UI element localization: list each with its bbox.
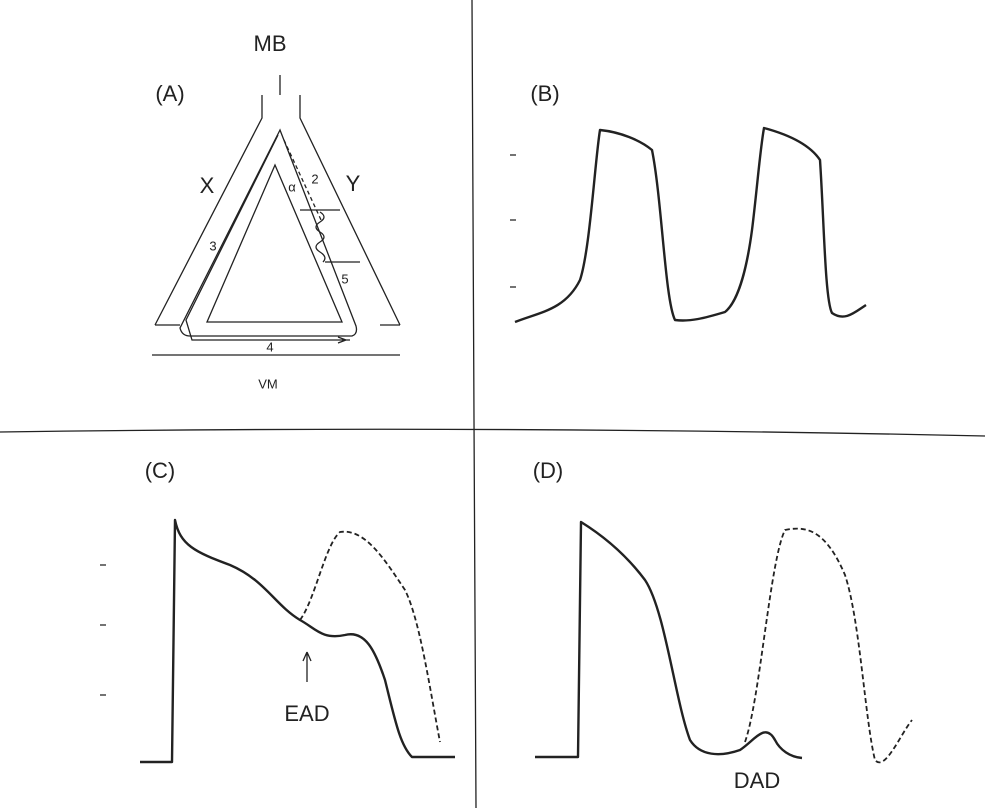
scale-ticks	[100, 565, 106, 695]
action-potential-trace	[515, 128, 866, 322]
top-label: MB	[254, 31, 287, 56]
panel-a: (A) MB X Y VM α 2 3 4 5	[152, 31, 400, 392]
horizontal-divider	[0, 429, 985, 436]
right-label: Y	[346, 171, 361, 196]
angle-label: α	[288, 179, 296, 194]
vertical-divider	[472, 0, 476, 808]
block-lines	[300, 210, 360, 262]
panel-label: (A)	[155, 81, 184, 106]
pathway-label: 3	[209, 238, 216, 253]
pathway-label: 5	[341, 271, 348, 286]
panel-label: (C)	[145, 458, 176, 483]
triangle-hole	[207, 165, 342, 322]
panel-c: (C) EAD	[100, 458, 455, 762]
inner-strand	[180, 130, 357, 336]
panel-d: (D) DAD	[533, 458, 912, 793]
annotation: DAD	[734, 768, 780, 793]
action-potential-trace	[535, 522, 802, 758]
panel-label: (D)	[533, 458, 564, 483]
triggered-beat	[745, 529, 912, 763]
pathway-label: 2	[311, 171, 318, 186]
pathway-label: 4	[266, 339, 273, 354]
figure: (A) MB X Y VM α 2 3 4 5 (B) (C) EAD (D)	[0, 0, 985, 808]
panel-label: (B)	[530, 81, 559, 106]
scale-ticks	[510, 155, 516, 287]
left-label: X	[200, 173, 215, 198]
panel-b: (B)	[510, 81, 866, 322]
annotation: EAD	[284, 701, 329, 726]
arrow	[303, 652, 311, 682]
bottom-label: VM	[258, 376, 278, 391]
